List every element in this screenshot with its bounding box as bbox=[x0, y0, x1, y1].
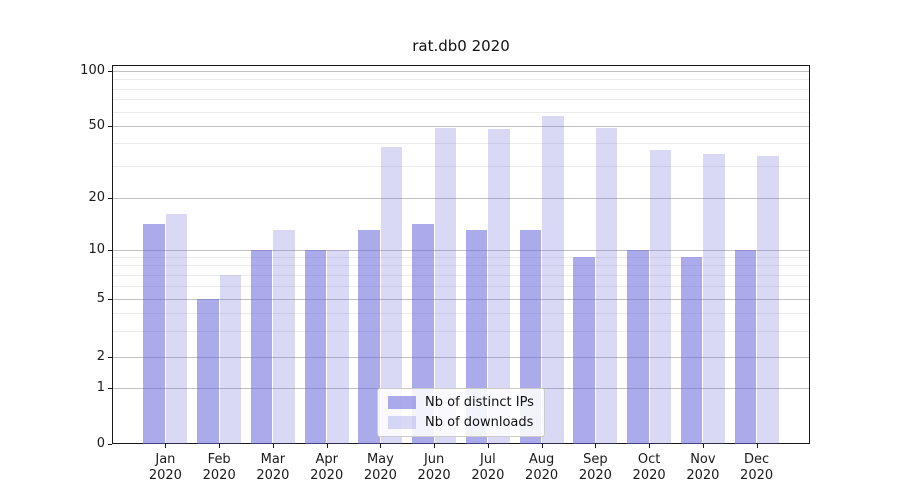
gridline-minor bbox=[113, 265, 809, 267]
bar-downloads bbox=[165, 214, 188, 444]
gridline-major bbox=[113, 299, 809, 300]
bar-downloads bbox=[488, 129, 510, 444]
y-tick-mark bbox=[108, 70, 112, 72]
bar-downloads bbox=[542, 115, 564, 444]
y-tick-label: 2 bbox=[96, 348, 105, 364]
bar-downloads bbox=[327, 249, 349, 444]
x-tick-mark bbox=[380, 444, 382, 448]
y-tick-label: 50 bbox=[88, 118, 105, 133]
gridline-major bbox=[113, 249, 809, 251]
bar-downloads bbox=[380, 147, 403, 444]
gridline-minor bbox=[113, 331, 809, 333]
x-tick-mark bbox=[595, 444, 597, 448]
y-tick-mark bbox=[108, 126, 112, 127]
x-tick-label: Apr 2020 bbox=[310, 452, 344, 483]
y-tick-label: 100 bbox=[80, 62, 105, 78]
x-tick-label: May 2020 bbox=[363, 452, 397, 483]
bar-distinct-ips bbox=[627, 249, 649, 444]
x-tick-label: Jan 2020 bbox=[148, 452, 182, 483]
y-tick-label: 0 bbox=[96, 436, 105, 451]
legend-swatch-distinct-ips bbox=[388, 396, 416, 409]
y-tick-mark bbox=[108, 197, 112, 199]
gridline-minor bbox=[113, 79, 809, 81]
x-tick-label: Dec 2020 bbox=[740, 452, 774, 483]
x-tick-mark bbox=[541, 444, 543, 448]
x-tick-label: Mar 2020 bbox=[256, 452, 290, 483]
legend-swatch-downloads bbox=[388, 416, 416, 429]
bar-downloads bbox=[434, 127, 457, 444]
x-tick-mark bbox=[434, 444, 436, 448]
plot-area: 100 50 20 10 5 2 1 0 Jan 2020 Feb 2020 Mar 2020 Apr… bbox=[80, 63, 810, 483]
gridline-major bbox=[113, 70, 809, 72]
bar-distinct-ips bbox=[197, 299, 219, 444]
y-tick-mark bbox=[108, 356, 112, 358]
y-tick-label: 20 bbox=[88, 189, 105, 205]
legend-label: Nb of distinct IPs bbox=[425, 395, 534, 410]
gridline-major bbox=[113, 126, 809, 127]
bar-distinct-ips bbox=[734, 249, 757, 444]
gridline-minor bbox=[113, 257, 809, 258]
gridline-major bbox=[113, 356, 809, 358]
gridline-minor bbox=[113, 313, 809, 314]
legend-label: Nb of downloads bbox=[425, 415, 534, 430]
y-tick-mark bbox=[108, 444, 112, 445]
x-tick-mark bbox=[702, 444, 704, 448]
x-tick-label: Jul 2020 bbox=[471, 452, 505, 483]
gridline-minor bbox=[113, 88, 809, 90]
gridline-major bbox=[113, 197, 809, 199]
bar-distinct-ips bbox=[358, 229, 380, 444]
y-tick-label: 1 bbox=[96, 380, 105, 395]
gridline-minor bbox=[113, 143, 809, 145]
bar-downloads bbox=[703, 153, 725, 444]
x-tick-label: Oct 2020 bbox=[632, 452, 666, 483]
bar-downloads bbox=[595, 127, 618, 444]
gridline-minor bbox=[113, 286, 809, 287]
y-tick-mark bbox=[108, 299, 112, 300]
x-tick-label: Jun 2020 bbox=[417, 452, 451, 483]
bar-distinct-ips bbox=[573, 257, 595, 444]
legend-item: Nb of distinct IPs bbox=[388, 395, 534, 410]
x-tick-mark bbox=[219, 444, 221, 448]
legend-item: Nb of downloads bbox=[388, 415, 534, 430]
x-tick-label: Sep 2020 bbox=[578, 452, 612, 483]
legend: Nb of distinct IPs Nb of downloads bbox=[377, 388, 545, 437]
bar-distinct-ips bbox=[143, 224, 165, 444]
x-tick-mark bbox=[487, 444, 489, 448]
x-tick-mark bbox=[756, 444, 758, 448]
gridline-minor bbox=[113, 111, 809, 113]
bar-distinct-ips bbox=[680, 257, 703, 444]
bar-distinct-ips bbox=[250, 249, 273, 444]
bar-downloads bbox=[219, 275, 242, 444]
chart-title: rat.db0 2020 bbox=[412, 37, 510, 55]
bar-distinct-ips bbox=[304, 249, 327, 444]
x-tick-label: Feb 2020 bbox=[202, 452, 236, 483]
bar-downloads bbox=[757, 156, 779, 444]
gridline-minor bbox=[113, 165, 809, 167]
bar-downloads bbox=[649, 149, 672, 444]
x-tick-mark bbox=[272, 444, 274, 448]
bar-downloads bbox=[273, 229, 295, 444]
gridline-minor bbox=[113, 275, 809, 276]
y-tick-mark bbox=[108, 249, 112, 251]
x-tick-mark bbox=[649, 444, 651, 448]
gridline-minor bbox=[113, 99, 809, 101]
y-tick-label: 5 bbox=[96, 291, 105, 306]
x-tick-mark bbox=[326, 444, 328, 448]
x-tick-label: Nov 2020 bbox=[686, 452, 720, 483]
x-tick-label: Aug 2020 bbox=[525, 452, 559, 483]
x-tick-mark bbox=[165, 444, 167, 448]
y-tick-label: 10 bbox=[88, 241, 105, 257]
y-tick-mark bbox=[108, 388, 112, 389]
